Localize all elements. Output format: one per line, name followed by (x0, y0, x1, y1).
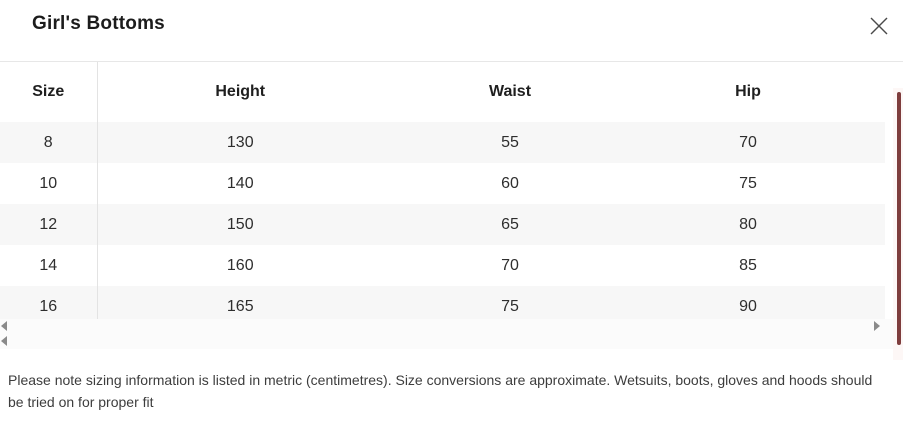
size-chart-scroll-area[interactable]: Size Height Waist Hip 8 130 55 70 10 1 (0, 62, 903, 319)
scroll-right-arrow-icon[interactable] (874, 321, 880, 331)
cell-hip: 80 (739, 215, 757, 233)
column-header-waist: Waist (488, 83, 532, 100)
vertical-scrollbar[interactable] (893, 88, 903, 360)
cell-height: 165 (226, 297, 254, 315)
column-header-size: Size (0, 62, 98, 122)
cell-waist: 70 (501, 256, 519, 274)
horizontal-scrollbar[interactable] (0, 319, 903, 334)
modal-title: Girl's Bottoms (32, 13, 165, 34)
cell-hip: 70 (739, 133, 757, 151)
cell-size: 16 (0, 286, 98, 319)
column-header-hip: Hip (735, 83, 761, 100)
cell-size: 10 (0, 163, 98, 204)
cell-waist: 55 (501, 133, 519, 151)
scroll-left-arrow-icon[interactable] (1, 321, 7, 331)
cell-height: 160 (226, 256, 254, 274)
scroll-left-arrow-icon[interactable] (1, 336, 7, 346)
cell-waist: 75 (501, 297, 519, 315)
cell-waist: 65 (501, 215, 519, 233)
cell-hip: 85 (739, 256, 757, 274)
cell-size: 12 (0, 204, 98, 245)
close-button[interactable] (865, 12, 893, 40)
cell-waist: 60 (501, 174, 519, 192)
cell-height: 140 (226, 174, 254, 192)
cell-spacer (859, 204, 885, 245)
cell-spacer (859, 122, 885, 163)
sizing-disclaimer-text: Please note sizing information is listed… (8, 372, 873, 410)
horizontal-scrollbar-secondary[interactable] (0, 334, 903, 349)
cell-size: 14 (0, 245, 98, 286)
cell-height: 150 (226, 215, 254, 233)
table-row: 16 165 75 90 (0, 286, 885, 319)
table-header-row: Size Height Waist Hip (0, 62, 885, 122)
cell-spacer (859, 163, 885, 204)
table-row: 14 160 70 85 (0, 245, 885, 286)
close-icon (868, 15, 890, 37)
cell-size: 8 (0, 122, 98, 163)
cell-spacer (859, 245, 885, 286)
cell-hip: 90 (739, 297, 757, 315)
vertical-scrollbar-thumb[interactable] (897, 92, 901, 345)
cell-height: 130 (226, 133, 254, 151)
column-header-height: Height (215, 83, 266, 100)
table-row: 10 140 60 75 (0, 163, 885, 204)
table-row: 8 130 55 70 (0, 122, 885, 163)
cell-hip: 75 (739, 174, 757, 192)
size-chart-table: Size Height Waist Hip 8 130 55 70 10 1 (0, 62, 886, 319)
column-header-spacer (859, 62, 885, 122)
table-row: 12 150 65 80 (0, 204, 885, 245)
modal-header: Girl's Bottoms (0, 0, 903, 62)
cell-spacer (859, 286, 885, 319)
